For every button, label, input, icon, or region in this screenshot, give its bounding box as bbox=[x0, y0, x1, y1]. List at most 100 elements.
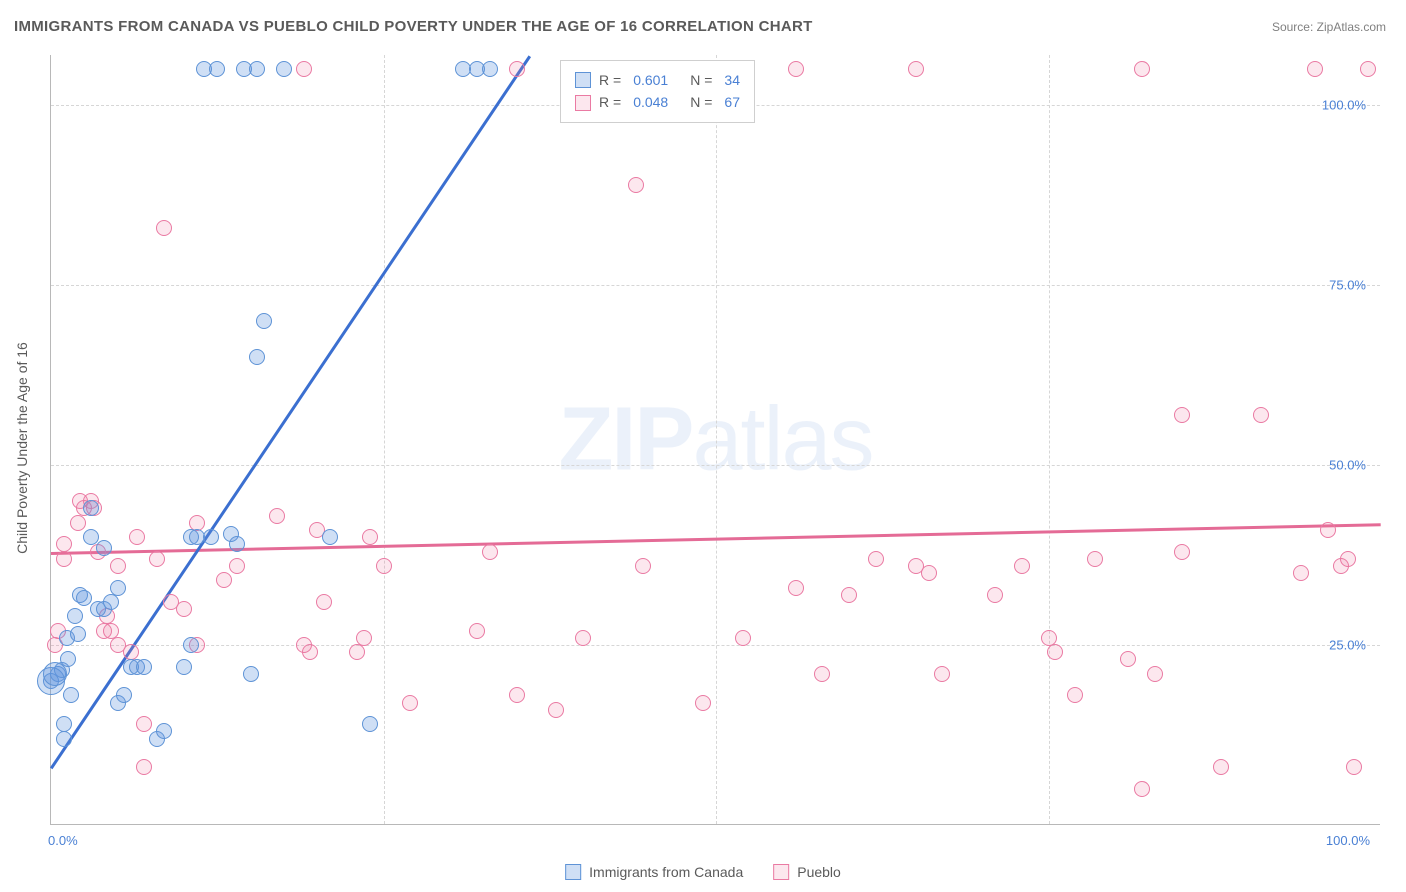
data-point bbox=[276, 61, 292, 77]
n-value-pink: 67 bbox=[724, 91, 740, 113]
data-point bbox=[509, 687, 525, 703]
data-point bbox=[509, 61, 525, 77]
data-point bbox=[1174, 407, 1190, 423]
x-tick-min: 0.0% bbox=[48, 833, 78, 848]
legend-bottom: Immigrants from Canada Pueblo bbox=[565, 864, 841, 880]
data-point bbox=[695, 695, 711, 711]
data-point bbox=[788, 580, 804, 596]
data-point bbox=[249, 61, 265, 77]
data-point bbox=[575, 630, 591, 646]
data-point bbox=[482, 544, 498, 560]
data-point bbox=[469, 623, 485, 639]
legend-label-blue: Immigrants from Canada bbox=[589, 864, 743, 880]
data-point bbox=[149, 551, 165, 567]
data-point bbox=[129, 529, 145, 545]
data-point bbox=[548, 702, 564, 718]
data-point bbox=[136, 716, 152, 732]
r-label: R = bbox=[599, 69, 621, 91]
data-point bbox=[216, 572, 232, 588]
data-point bbox=[1307, 61, 1323, 77]
data-point bbox=[63, 687, 79, 703]
data-point bbox=[362, 716, 378, 732]
gridline-v bbox=[384, 55, 385, 824]
legend-swatch-blue bbox=[565, 864, 581, 880]
legend-label-pink: Pueblo bbox=[797, 864, 841, 880]
r-value-blue: 0.601 bbox=[633, 69, 668, 91]
data-point bbox=[136, 759, 152, 775]
source-label: Source: ZipAtlas.com bbox=[1272, 20, 1386, 34]
n-label: N = bbox=[690, 69, 712, 91]
data-point bbox=[229, 558, 245, 574]
data-point bbox=[1014, 558, 1030, 574]
data-point bbox=[1346, 759, 1362, 775]
y-tick-label: 50.0% bbox=[1329, 458, 1366, 473]
data-point bbox=[256, 313, 272, 329]
data-point bbox=[136, 659, 152, 675]
gridline-v bbox=[716, 55, 717, 824]
legend-item-blue: Immigrants from Canada bbox=[565, 864, 743, 880]
data-point bbox=[56, 716, 72, 732]
data-point bbox=[1213, 759, 1229, 775]
legend-swatch-blue bbox=[575, 72, 591, 88]
data-point bbox=[1174, 544, 1190, 560]
legend-row-blue: R = 0.601 N = 34 bbox=[575, 69, 740, 91]
data-point bbox=[1134, 781, 1150, 797]
chart-title: IMMIGRANTS FROM CANADA VS PUEBLO CHILD P… bbox=[14, 18, 813, 35]
y-tick-label: 25.0% bbox=[1329, 638, 1366, 653]
n-value-blue: 34 bbox=[724, 69, 740, 91]
data-point bbox=[209, 61, 225, 77]
legend-item-pink: Pueblo bbox=[773, 864, 841, 880]
legend-swatch-pink bbox=[773, 864, 789, 880]
data-point bbox=[635, 558, 651, 574]
data-point bbox=[841, 587, 857, 603]
legend-swatch-pink bbox=[575, 95, 591, 111]
data-point bbox=[176, 601, 192, 617]
data-point bbox=[788, 61, 804, 77]
data-point bbox=[1047, 644, 1063, 660]
data-point bbox=[83, 500, 99, 516]
plot-area: ZIPatlas 0.0% 100.0% 25.0%50.0%75.0%100.… bbox=[50, 55, 1380, 825]
watermark-zip: ZIP bbox=[558, 389, 692, 489]
data-point bbox=[203, 529, 219, 545]
data-point bbox=[376, 558, 392, 574]
data-point bbox=[868, 551, 884, 567]
data-point bbox=[402, 695, 418, 711]
data-point bbox=[1134, 61, 1150, 77]
data-point bbox=[110, 580, 126, 596]
data-point bbox=[116, 687, 132, 703]
y-axis-title: Child Poverty Under the Age of 16 bbox=[14, 342, 30, 554]
data-point bbox=[628, 177, 644, 193]
data-point bbox=[110, 558, 126, 574]
data-point bbox=[1320, 522, 1336, 538]
data-point bbox=[229, 536, 245, 552]
data-point bbox=[322, 529, 338, 545]
data-point bbox=[70, 515, 86, 531]
trend-line bbox=[50, 56, 531, 770]
x-tick-max: 100.0% bbox=[1326, 833, 1370, 848]
data-point bbox=[987, 587, 1003, 603]
data-point bbox=[356, 630, 372, 646]
data-point bbox=[43, 662, 67, 686]
data-point bbox=[921, 565, 937, 581]
data-point bbox=[56, 536, 72, 552]
data-point bbox=[1120, 651, 1136, 667]
data-point bbox=[934, 666, 950, 682]
data-point bbox=[362, 529, 378, 545]
data-point bbox=[156, 723, 172, 739]
data-point bbox=[296, 61, 312, 77]
data-point bbox=[103, 594, 119, 610]
r-value-pink: 0.048 bbox=[633, 91, 668, 113]
data-point bbox=[56, 551, 72, 567]
data-point bbox=[1147, 666, 1163, 682]
legend-row-pink: R = 0.048 N = 67 bbox=[575, 91, 740, 113]
y-tick-label: 75.0% bbox=[1329, 278, 1366, 293]
data-point bbox=[1293, 565, 1309, 581]
data-point bbox=[814, 666, 830, 682]
data-point bbox=[1340, 551, 1356, 567]
n-label: N = bbox=[690, 91, 712, 113]
gridline-v bbox=[1049, 55, 1050, 824]
data-point bbox=[1087, 551, 1103, 567]
data-point bbox=[56, 731, 72, 747]
legend-correlation-box: R = 0.601 N = 34 R = 0.048 N = 67 bbox=[560, 60, 755, 123]
data-point bbox=[302, 644, 318, 660]
